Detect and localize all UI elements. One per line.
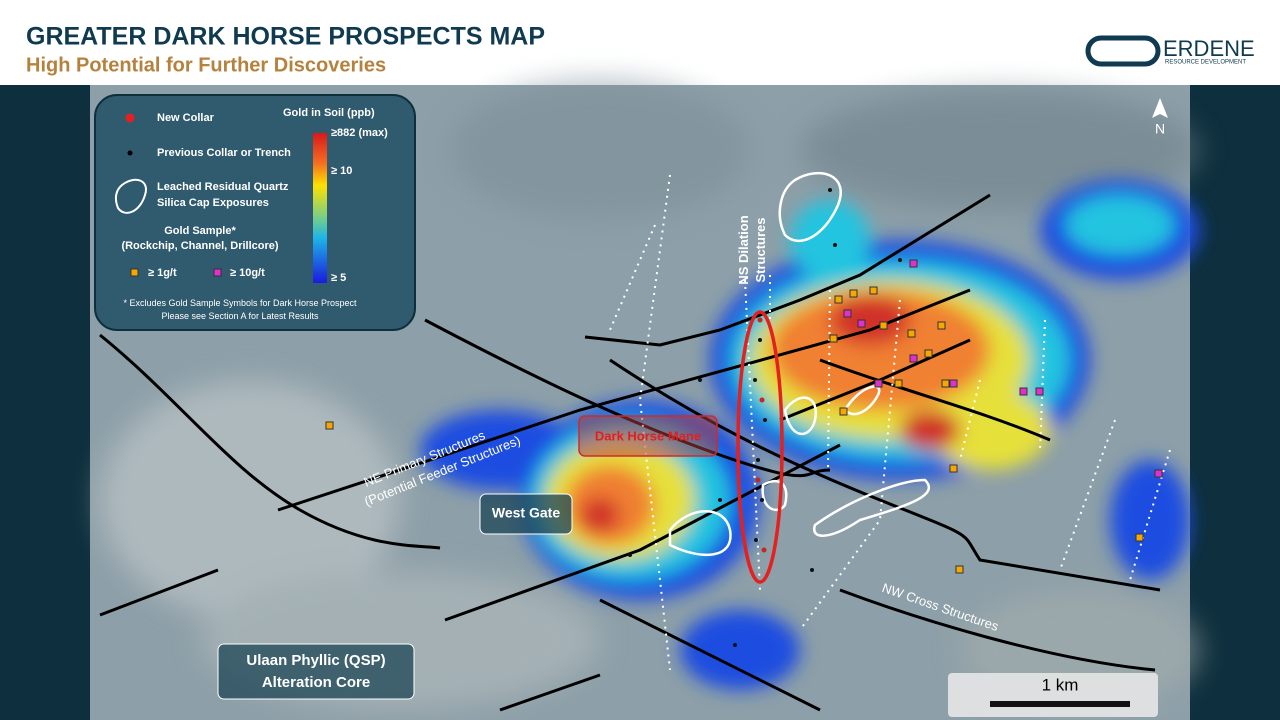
north-arrow: N [1152,98,1168,137]
legend-text: New Collar [157,112,215,124]
new-collar-symbol [125,113,135,123]
scale-bar [990,701,1130,707]
legend-text: ≥882 (max) [331,127,388,139]
legend-text: Previous Collar or Trench [157,147,291,159]
ns-dilation-line: NS Dilation [736,215,751,284]
legend: New Collar Previous Collar or Trench Lea… [94,94,416,331]
ulaan-line: Ulaan Phyllic (QSP) [246,652,385,669]
legend-text: Gold in Soil (ppb) [283,107,375,119]
dilation-lines [609,174,1171,671]
logo-mark [1085,35,1161,67]
dark-horse-label: Dark Horse Mane [595,428,701,443]
soil-colorbar [313,133,327,283]
legend-line: Leached Residual Quartz [157,181,289,193]
ns-dilation-line: Structures [753,217,768,282]
ns-dilation-label: NS Dilation Structures [736,215,768,284]
logo-name: ERDENE [1163,36,1255,61]
legend-line: Gold Sample* [164,225,236,237]
collars [628,188,902,647]
west-gate-box [479,493,573,535]
west-gate-label: West Gate [492,505,560,521]
ulaan-box [217,643,415,700]
scale-label: 1 km [1042,675,1079,694]
gold-samples [325,259,1163,574]
map: N NS Dilation Structures Dark Horse Mane … [90,80,1200,720]
legend-line: (Rockchip, Channel, Drillcore) [121,240,278,252]
dilation-ellipse [736,310,784,584]
dark-horse-box [578,415,718,457]
legend-text: ≥ 1g/t [148,267,177,279]
legend-text: Leached Residual Quartz Silica Cap Exposu… [157,181,289,209]
subtitle: High Potential for Further Discoveries [26,54,386,76]
legend-text: ≥ 10 [331,165,352,177]
sample-10g-symbol [213,268,222,277]
new-collars [755,317,767,553]
legend-box [94,94,416,331]
legend-text: ≥ 5 [331,272,346,284]
logo: ERDENE RESOURCE DEVELOPMENT [1085,35,1255,67]
legend-footnote: * Excludes Gold Sample Symbols for Dark … [123,298,357,321]
legend-line: Silica Cap Exposures [157,197,269,209]
legend-text: ≥ 10g/t [230,267,265,279]
logo-tagline: RESOURCE DEVELOPMENT [1165,60,1246,66]
north-label: N [1155,121,1165,137]
ulaan-label: Ulaan Phyllic (QSP) Alteration Core [246,652,385,691]
legend-text: Gold Sample* (Rockchip, Channel, Drillcor… [121,225,278,252]
ulaan-line: Alteration Core [262,674,370,691]
header-bg [0,0,1280,85]
prev-collar-symbol [127,150,133,156]
footnote-line: Please see Section A for Latest Results [161,311,319,321]
silica-symbol [114,178,147,214]
title: GREATER DARK HORSE PROSPECTS MAP [26,23,545,51]
silica-caps [668,171,931,557]
sample-1g-symbol [130,268,139,277]
footnote-line: * Excludes Gold Sample Symbols for Dark … [123,298,357,308]
